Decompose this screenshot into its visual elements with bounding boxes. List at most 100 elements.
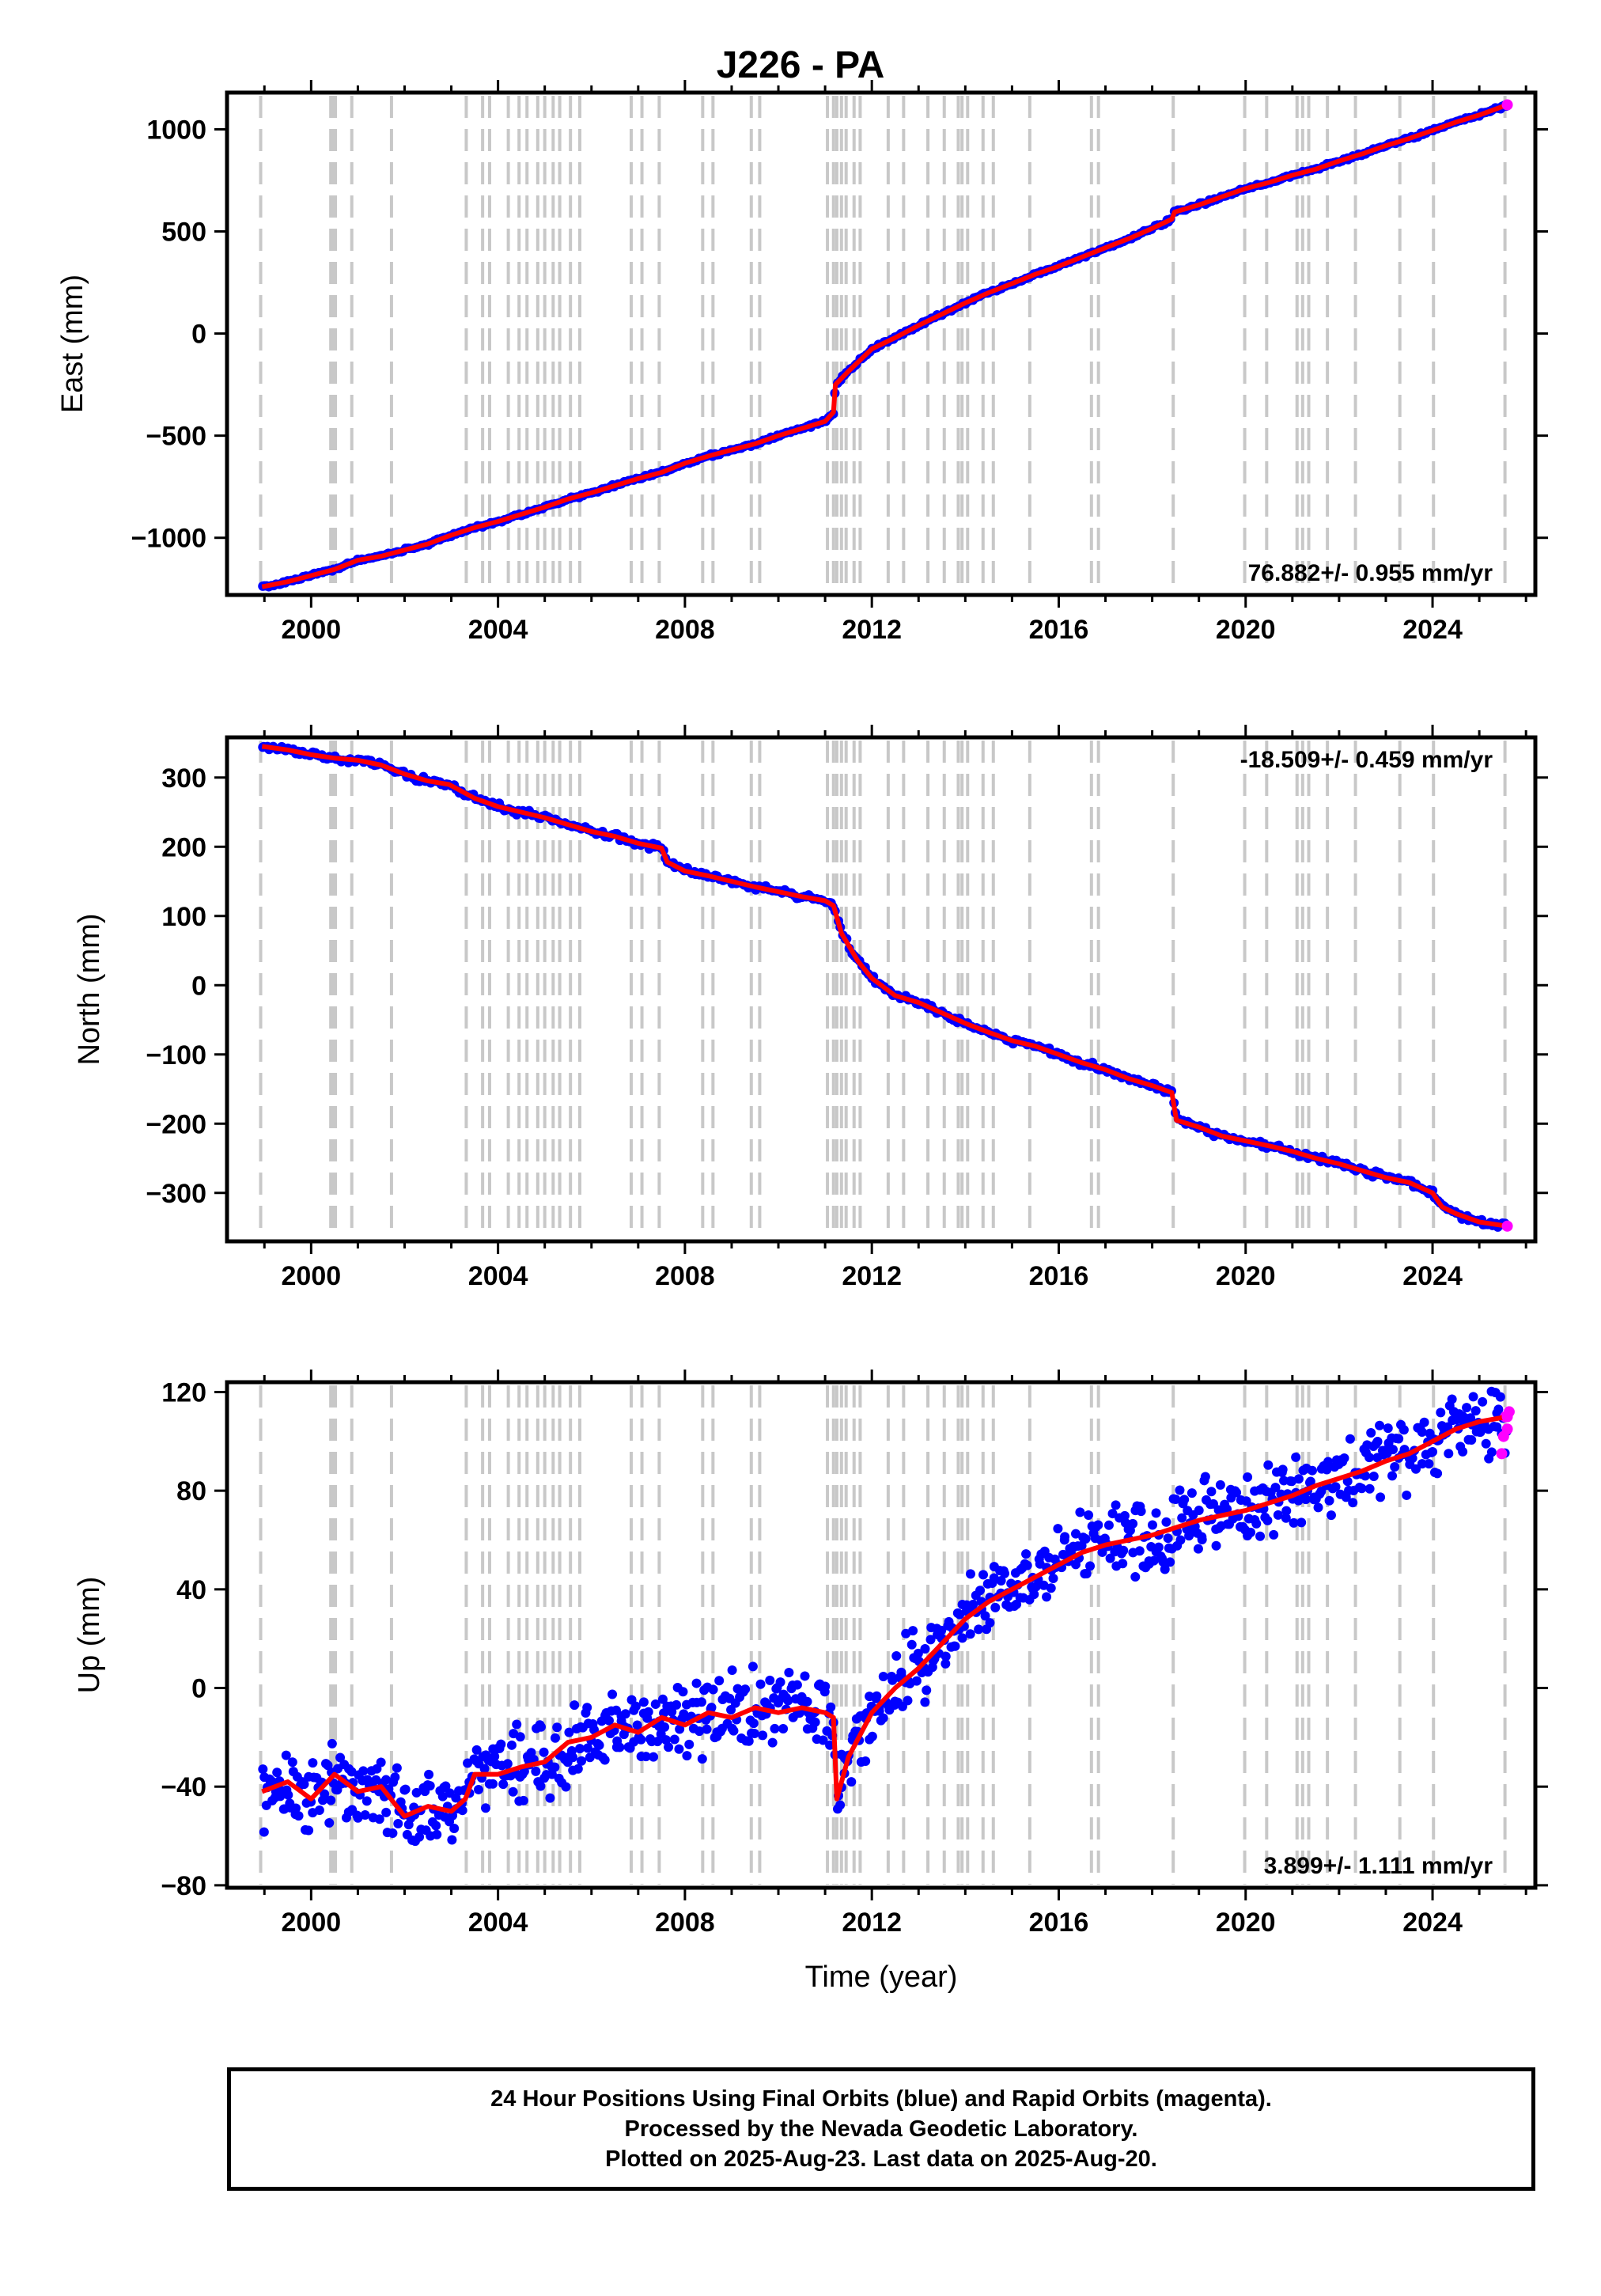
data-point [326,1795,336,1805]
y-tick-label: −500 [146,422,206,452]
data-point [784,1667,794,1677]
data-point [1022,1560,1032,1570]
data-point [758,1730,768,1741]
data-point [1322,1464,1332,1475]
data-point [1151,1508,1161,1518]
data-point [1039,1580,1049,1590]
data-point [664,1742,674,1752]
y-tick-label: −80 [161,1871,206,1901]
data-point [702,1724,712,1734]
y-tick-label: 40 [176,1575,206,1605]
data-point [922,1685,932,1695]
data-point [729,1726,739,1736]
data-point [1428,1446,1438,1457]
data-point [783,1695,793,1706]
x-axis: 2000 2004 2008 2012 2016 2020 2024 [263,725,1527,1291]
data-point [1128,1518,1138,1529]
data-point [1177,1513,1187,1523]
data-point [978,1570,989,1580]
data-point [272,1767,282,1778]
chart-title: J226 - PA [717,44,885,86]
data-point [800,1671,810,1681]
data-point [1153,1542,1164,1552]
data-point [539,1747,549,1757]
data-point [696,1697,706,1707]
data-point [360,1810,370,1821]
data-point [1324,1495,1334,1506]
data-point [835,1800,846,1810]
data-point [1313,1502,1323,1513]
data-point [643,1707,653,1717]
data-point [826,1702,836,1712]
x-tick-label: 2004 [468,1908,528,1938]
data-point [259,1827,269,1837]
data-point [1330,1482,1341,1492]
data-point [1149,1555,1159,1566]
x-tick-label: 2024 [1402,1261,1463,1291]
data-point [552,1722,562,1733]
data-point [258,1764,268,1775]
data-point [335,1752,346,1763]
y-tick-label: 0 [191,1674,206,1704]
data-point [1372,1437,1383,1447]
data-point [536,1722,546,1732]
data-point [802,1696,812,1707]
data-point [1375,1420,1385,1430]
data-point [1046,1583,1056,1593]
data-point [641,1752,651,1762]
data-point [1119,1510,1130,1521]
data-point [496,1739,506,1749]
data-point [1289,1517,1299,1528]
data-point [1444,1449,1454,1459]
data-point [550,1733,560,1743]
x-tick-label: 2000 [282,1261,342,1291]
data-point [376,1757,386,1767]
data-point [393,1819,403,1829]
data-point [604,1715,614,1726]
data-point [1193,1544,1203,1554]
data-point [1179,1495,1190,1505]
data-point [740,1684,751,1695]
data-point [545,1793,555,1803]
data-point [1305,1476,1315,1487]
data-point [1495,1392,1505,1402]
data-point [714,1676,725,1686]
data-point [502,1759,513,1769]
data-point [1160,1564,1170,1574]
data-point [968,1599,978,1609]
data-point [1281,1506,1292,1516]
data-point [1348,1498,1358,1508]
data-point [649,1752,659,1762]
data-point [570,1700,580,1711]
data-point [1060,1532,1070,1542]
x-tick-label: 2016 [1029,1908,1089,1938]
data-point [1048,1574,1058,1584]
x-tick-label: 2016 [1029,1261,1089,1291]
panel-2: 2000 2004 2008 2012 2016 2020 2024−300−200−100… [73,725,1548,1291]
data-point [1293,1474,1304,1484]
data-point [1085,1561,1096,1571]
x-tick-label: 2020 [1216,1908,1276,1938]
data-point [878,1672,888,1682]
data-point [1387,1445,1398,1455]
data-point [650,1699,660,1710]
data-point [358,1766,369,1776]
data-point [1136,1506,1146,1517]
data-point [1163,1533,1173,1544]
data-point [1084,1510,1094,1520]
data-point [573,1764,583,1774]
last-point-marker [1501,1220,1513,1232]
y-tick-label: 0 [191,971,206,1001]
data-point [327,1738,337,1749]
x-axis: 2000 2004 2008 2012 2016 2020 2024 [263,80,1527,645]
data-point [291,1803,301,1813]
data-point [1118,1545,1129,1555]
data-point [708,1684,718,1695]
data-point [744,1736,754,1746]
data-point [600,1755,610,1765]
data-point [1161,1517,1171,1527]
data-point [1147,1520,1157,1530]
data-point [437,1791,448,1802]
data-point [431,1821,441,1831]
data-point [1402,1490,1412,1500]
